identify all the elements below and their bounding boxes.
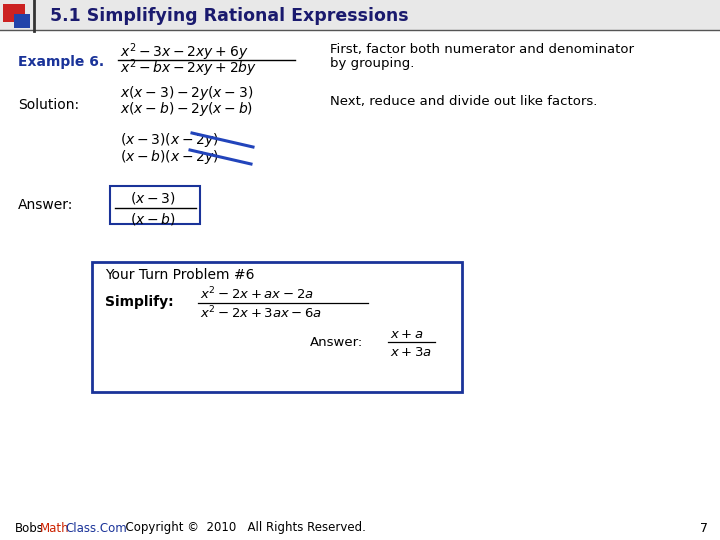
Text: $x(x - 3) - 2y(x - 3)$: $x(x - 3) - 2y(x - 3)$ xyxy=(120,84,253,102)
Text: $x^2 - 2x + ax - 2a$: $x^2 - 2x + ax - 2a$ xyxy=(200,286,314,302)
Bar xyxy=(0,0,720,30)
Text: $(x - 3)$: $(x - 3)$ xyxy=(130,190,176,206)
Text: Answer:: Answer: xyxy=(18,198,73,212)
Text: 7: 7 xyxy=(700,522,708,535)
Text: $x^2 - 3x - 2xy + 6y$: $x^2 - 3x - 2xy + 6y$ xyxy=(120,41,248,63)
Text: $x^2 - bx - 2xy + 2by$: $x^2 - bx - 2xy + 2by$ xyxy=(120,57,257,79)
Text: Class.Com: Class.Com xyxy=(65,522,127,535)
Text: Your Turn Problem #6: Your Turn Problem #6 xyxy=(105,268,254,282)
Text: $(x - b)(x - 2y)$: $(x - b)(x - 2y)$ xyxy=(120,148,219,166)
Text: First, factor both numerator and denominator: First, factor both numerator and denomin… xyxy=(330,44,634,57)
Text: Simplify:: Simplify: xyxy=(105,295,174,309)
Bar xyxy=(14,14,30,28)
Bar xyxy=(3,4,25,22)
Text: Solution:: Solution: xyxy=(18,98,79,112)
Text: by grouping.: by grouping. xyxy=(330,57,415,70)
Text: Copyright ©  2010   All Rights Reserved.: Copyright © 2010 All Rights Reserved. xyxy=(118,522,366,535)
Text: $x + 3a$: $x + 3a$ xyxy=(390,346,432,359)
Text: $x^2 - 2x + 3ax - 6a$: $x^2 - 2x + 3ax - 6a$ xyxy=(200,305,322,321)
Text: $x + a$: $x + a$ xyxy=(390,328,423,341)
Text: Next, reduce and divide out like factors.: Next, reduce and divide out like factors… xyxy=(330,94,598,107)
Text: $(x - b)$: $(x - b)$ xyxy=(130,211,176,227)
Text: Bobs: Bobs xyxy=(15,522,44,535)
Text: Math: Math xyxy=(40,522,70,535)
Bar xyxy=(92,262,462,392)
Bar xyxy=(110,186,200,224)
Text: 5.1 Simplifying Rational Expressions: 5.1 Simplifying Rational Expressions xyxy=(50,7,409,25)
Text: $(x - 3)(x - 2y)$: $(x - 3)(x - 2y)$ xyxy=(120,131,219,149)
Text: Answer:: Answer: xyxy=(310,335,364,348)
Text: $x(x - b) - 2y(x - b)$: $x(x - b) - 2y(x - b)$ xyxy=(120,100,253,118)
Text: Example 6.: Example 6. xyxy=(18,55,104,69)
